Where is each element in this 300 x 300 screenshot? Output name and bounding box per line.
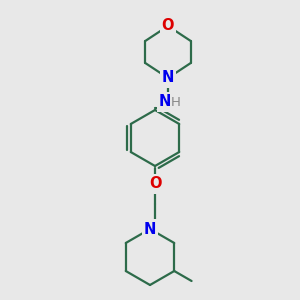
Text: N: N — [162, 70, 174, 86]
Text: O: O — [149, 176, 161, 191]
Text: N: N — [159, 94, 171, 110]
Text: N: N — [144, 221, 156, 236]
Text: H: H — [171, 95, 181, 109]
Text: O: O — [162, 19, 174, 34]
